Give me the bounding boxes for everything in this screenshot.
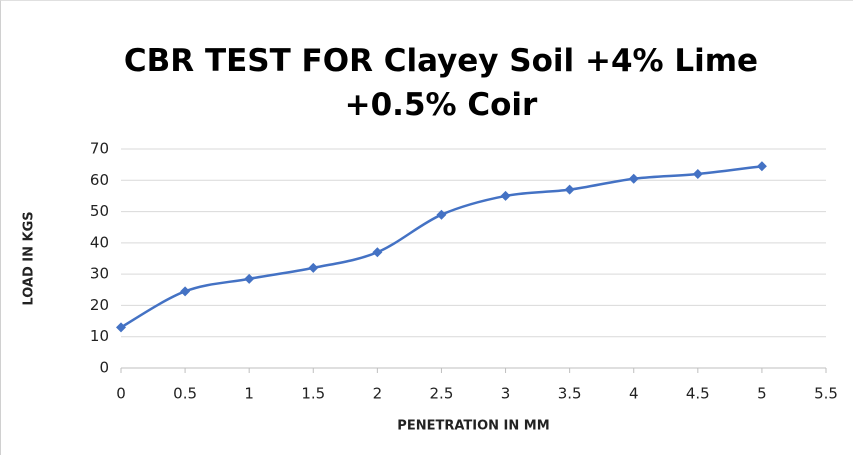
x-tick-label: 1.5 xyxy=(301,385,325,403)
y-tick-label: 50 xyxy=(90,202,109,220)
x-tick-label: 1 xyxy=(244,385,254,403)
y-tick-label: 0 xyxy=(99,359,109,377)
data-point xyxy=(180,286,191,297)
x-tick-label: 0 xyxy=(116,385,126,403)
y-tick-label: 30 xyxy=(90,265,109,283)
x-tick-label: 4 xyxy=(629,385,639,403)
x-tick-label: 3.5 xyxy=(558,385,582,403)
data-point xyxy=(756,161,767,172)
data-point xyxy=(692,169,703,180)
y-tick-label: 10 xyxy=(90,327,109,345)
data-point xyxy=(436,209,447,220)
x-tick-label: 2.5 xyxy=(430,385,454,403)
y-tick-label: 20 xyxy=(90,296,109,314)
data-point xyxy=(564,184,575,195)
data-line xyxy=(120,164,763,329)
data-point xyxy=(308,262,319,273)
data-point xyxy=(500,190,511,201)
y-tick-label: 60 xyxy=(90,171,109,189)
x-tick-label: 2 xyxy=(373,385,383,403)
x-axis-label: PENETRATION IN MM xyxy=(397,419,549,434)
data-point xyxy=(372,247,383,258)
data-point xyxy=(244,273,255,284)
data-point xyxy=(116,322,126,333)
y-tick-label: 70 xyxy=(90,140,109,158)
x-tick-label: 3 xyxy=(501,385,511,403)
x-tick-label: 5.5 xyxy=(814,385,838,403)
chart-title: CBR TEST FOR Clayey Soil +4% Lime +0.5% … xyxy=(123,43,759,123)
y-tick-label: 40 xyxy=(90,233,109,251)
data-point xyxy=(628,173,639,184)
x-tick-label: 5 xyxy=(757,385,767,403)
x-tick-label: 0.5 xyxy=(173,385,197,403)
x-tick-label: 4.5 xyxy=(686,385,710,403)
y-axis-label: LOAD IN KGS xyxy=(22,211,37,305)
